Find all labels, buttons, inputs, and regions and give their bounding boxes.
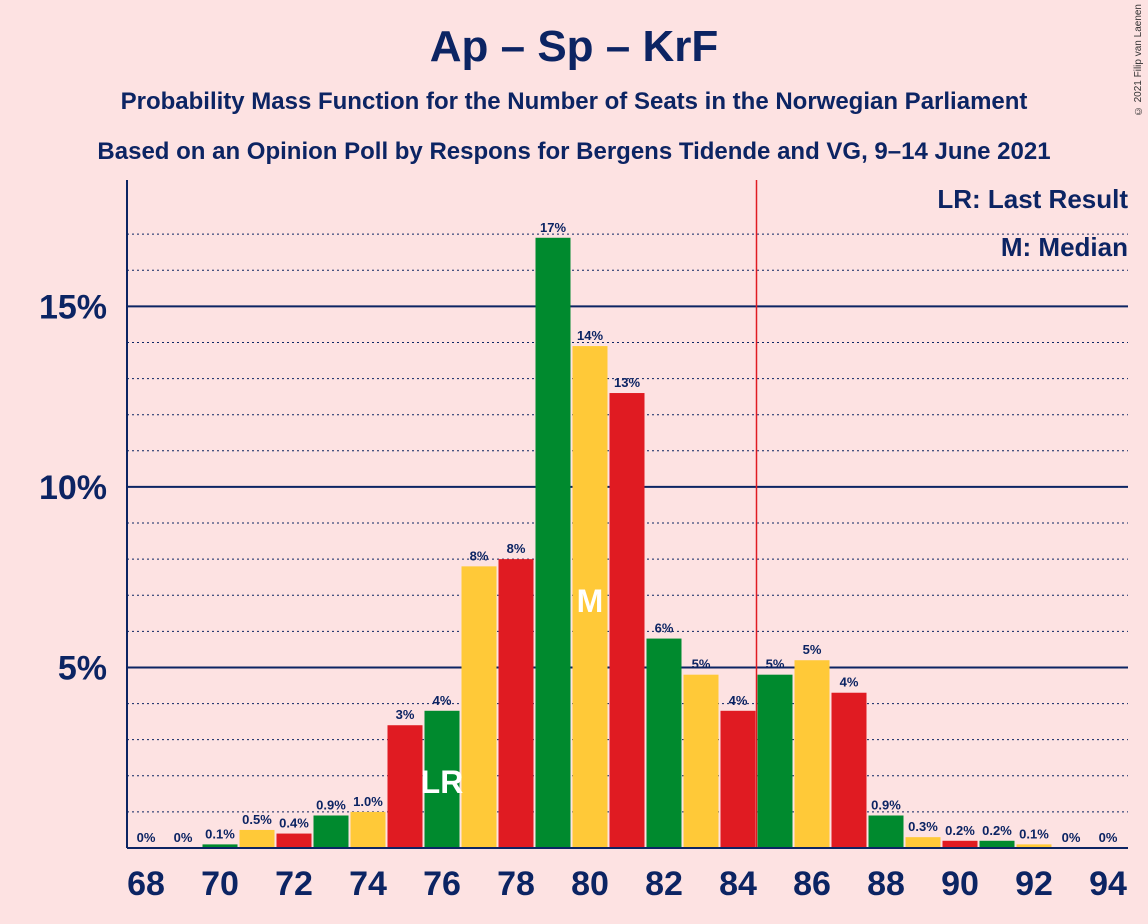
x-tick-label: 86 (793, 865, 831, 903)
data-label: 0% (1099, 830, 1118, 845)
data-label: 0.2% (945, 823, 975, 838)
data-label: 4% (433, 693, 452, 708)
data-label: 5% (692, 657, 711, 672)
data-label: 0.9% (316, 798, 346, 813)
data-label: 4% (729, 693, 748, 708)
x-tick-label: 70 (201, 865, 239, 903)
bar-seat-72 (276, 833, 312, 848)
y-tick-label: 5% (58, 649, 107, 687)
data-label: 0% (1062, 830, 1081, 845)
data-label: 0% (137, 830, 156, 845)
data-label: 3% (396, 707, 415, 722)
bar-seat-82 (646, 638, 682, 848)
data-label: 0% (174, 830, 193, 845)
bar-seat-79 (535, 237, 571, 849)
bar-seat-75 (387, 725, 423, 848)
data-label: 0.1% (1019, 826, 1049, 841)
bar-seat-78 (498, 559, 534, 848)
bar-seat-76 (424, 710, 460, 848)
bar-seat-84 (720, 710, 756, 848)
x-tick-label: 92 (1015, 865, 1053, 903)
bar-seat-89 (905, 837, 941, 848)
data-label: 14% (577, 328, 603, 343)
median-marker: M (577, 583, 604, 619)
legend-last-result: LR: Last Result (937, 184, 1128, 214)
x-tick-label: 74 (349, 865, 387, 903)
x-tick-label: 76 (423, 865, 461, 903)
data-label: 5% (803, 642, 822, 657)
bar-seat-92 (1016, 844, 1052, 848)
x-tick-label: 90 (941, 865, 979, 903)
x-tick-label: 80 (571, 865, 609, 903)
y-tick-label: 15% (39, 288, 107, 326)
bar-seat-71 (239, 829, 275, 848)
x-tick-label: 84 (719, 865, 757, 903)
bar-seat-90 (942, 840, 978, 848)
chart-title: Ap – Sp – KrF (429, 22, 719, 71)
data-label: 0.4% (279, 816, 309, 831)
data-label: 0.3% (908, 819, 938, 834)
legend-median: M: Median (1000, 232, 1128, 262)
last-result-marker: LR (421, 764, 464, 800)
bar-seat-85 (757, 674, 793, 848)
bar-seat-86 (794, 660, 830, 848)
data-label: 5% (766, 657, 785, 672)
data-label: 6% (655, 621, 674, 636)
bar-seat-70 (202, 844, 238, 848)
bar-seat-77 (461, 566, 497, 848)
x-tick-label: 94 (1089, 865, 1127, 903)
chart-subtitle: Probability Mass Function for the Number… (120, 88, 1028, 115)
bar-seat-74 (350, 811, 386, 848)
data-label: 17% (540, 220, 566, 235)
data-label: 8% (470, 548, 489, 563)
x-tick-label: 82 (645, 865, 683, 903)
y-tick-label: 10% (39, 469, 107, 507)
bar-seat-83 (683, 674, 719, 848)
data-label: 0.1% (205, 826, 235, 841)
data-label: 0.5% (242, 812, 272, 827)
data-label: 1.0% (353, 794, 383, 809)
bar-seat-88 (868, 815, 904, 848)
x-tick-label: 78 (497, 865, 535, 903)
x-tick-label: 72 (275, 865, 313, 903)
bar-seat-81 (609, 393, 645, 848)
bar-seat-91 (979, 840, 1015, 848)
bar-seat-80 (572, 346, 608, 848)
chart-subtitle-source: Based on an Opinion Poll by Respons for … (97, 138, 1051, 165)
data-label: 8% (507, 541, 526, 556)
data-label: 0.2% (982, 823, 1012, 838)
x-tick-label: 88 (867, 865, 905, 903)
data-label: 0.9% (871, 798, 901, 813)
data-label: 13% (614, 375, 640, 390)
data-label: 4% (840, 675, 859, 690)
bar-seat-73 (313, 815, 349, 848)
bar-seat-87 (831, 692, 867, 848)
x-tick-label: 68 (127, 865, 165, 903)
